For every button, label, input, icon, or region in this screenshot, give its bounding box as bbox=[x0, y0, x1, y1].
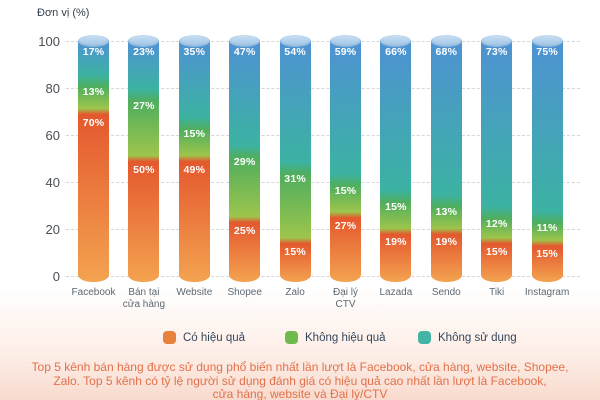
segment-value-label: 75% bbox=[536, 46, 558, 58]
segment-value-label: 50% bbox=[133, 163, 155, 176]
cylinder-top-ellipse bbox=[531, 35, 563, 47]
segment-value-label: 54% bbox=[284, 46, 306, 58]
category-label-9: Instagram bbox=[524, 287, 570, 298]
category-label-4: Zalo bbox=[285, 287, 305, 298]
segment-value-label: 15% bbox=[485, 245, 508, 258]
gridline-0 bbox=[66, 276, 580, 277]
segment-value-label: 17% bbox=[82, 46, 105, 58]
y-tick-label-100: 100 bbox=[38, 34, 60, 49]
bar-body bbox=[430, 41, 462, 282]
cylinder-top-ellipse bbox=[380, 35, 412, 47]
y-axis-unit-label: Đơn vị (%) bbox=[37, 7, 90, 19]
y-tick-label-80: 80 bbox=[45, 81, 60, 96]
gridline-80 bbox=[66, 88, 580, 89]
category-label-5: Đại lý CTV bbox=[332, 287, 358, 310]
gridline-60 bbox=[66, 135, 580, 136]
y-tick-label-40: 40 bbox=[45, 175, 60, 190]
segment-value-label: 13% bbox=[435, 205, 458, 218]
segment-value-label: 59% bbox=[334, 46, 357, 58]
category-label-3: Shopee bbox=[227, 287, 262, 298]
cylinder-top-ellipse bbox=[279, 35, 311, 47]
segment-value-label: 19% bbox=[435, 236, 458, 249]
legend-swatch-orange bbox=[163, 331, 176, 344]
segment-value-label: 15% bbox=[284, 245, 306, 258]
caption-line: cửa hàng, website và Đại lý/CTV bbox=[212, 387, 388, 400]
cylinder-top-ellipse bbox=[430, 35, 462, 47]
legend-item-khong-su-dung: Không sử dụng bbox=[418, 331, 517, 344]
bar-body bbox=[380, 41, 412, 282]
segment-value-label: 15% bbox=[183, 128, 206, 141]
legend-label: Không hiệu quả bbox=[305, 331, 386, 344]
category-label-1: Bán tại cửa hàng bbox=[122, 287, 166, 310]
bar-body bbox=[178, 41, 210, 282]
legend-swatch-green bbox=[285, 331, 298, 344]
bar-body bbox=[481, 41, 513, 282]
y-tick-label-60: 60 bbox=[45, 128, 60, 143]
legend-label: Có hiệu quả bbox=[183, 331, 246, 344]
cylinder-top-ellipse bbox=[128, 35, 160, 47]
segment-value-label: 19% bbox=[385, 236, 407, 249]
gridline-40 bbox=[66, 182, 580, 183]
segment-value-label: 27% bbox=[133, 100, 155, 113]
cylinder-top-ellipse bbox=[481, 35, 513, 47]
segment-value-label: 66% bbox=[385, 46, 407, 58]
segment-value-label: 73% bbox=[485, 46, 508, 58]
segment-value-label: 47% bbox=[233, 46, 256, 58]
cylinder-top-ellipse bbox=[78, 35, 109, 47]
segment-value-label: 27% bbox=[334, 219, 357, 232]
segment-value-label: 49% bbox=[183, 163, 206, 176]
gridline-20 bbox=[66, 229, 580, 230]
segment-value-label: 11% bbox=[536, 222, 558, 235]
y-tick-label-0: 0 bbox=[52, 269, 60, 284]
segment-value-label: 68% bbox=[435, 46, 458, 58]
category-label-6: Lazada bbox=[379, 287, 413, 298]
cylinder-top-ellipse bbox=[178, 35, 210, 47]
segment-value-label: 13% bbox=[82, 85, 105, 98]
legend-item-co-hieu-qua: Có hiệu quả bbox=[163, 331, 245, 344]
segment-value-label: 15% bbox=[334, 184, 357, 197]
legend-item-khong-hieu-qua: Không hiệu quả bbox=[285, 331, 386, 344]
segment-value-label: 15% bbox=[385, 201, 407, 214]
chart-caption: Top 5 kênh bán hàng được sử dụng phổ biế… bbox=[0, 360, 600, 400]
bar-body bbox=[330, 41, 361, 282]
segment-value-label: 31% bbox=[284, 172, 306, 185]
y-tick-label-20: 20 bbox=[45, 222, 60, 237]
category-label-0: Facebook bbox=[71, 287, 116, 298]
bar-body bbox=[229, 41, 261, 282]
segment-value-label: 35% bbox=[183, 46, 206, 58]
gridline-100 bbox=[66, 41, 580, 42]
bar-body bbox=[531, 41, 563, 282]
category-label-2: Website bbox=[176, 287, 213, 298]
segment-value-label: 15% bbox=[536, 248, 558, 261]
legend-label: Không sử dụng bbox=[438, 331, 517, 344]
segment-value-label: 70% bbox=[82, 116, 105, 129]
segment-value-label: 29% bbox=[233, 156, 256, 169]
caption-line: Top 5 kênh bán hàng được sử dụng phổ biế… bbox=[31, 360, 569, 374]
bar-body bbox=[128, 41, 160, 282]
category-label-8: Tiki bbox=[489, 287, 505, 298]
cylinder-top-ellipse bbox=[330, 35, 361, 47]
legend-swatch-teal bbox=[418, 331, 431, 344]
category-label-7: Sendo bbox=[431, 287, 461, 298]
segment-value-label: 25% bbox=[233, 224, 256, 237]
bar-body bbox=[78, 41, 109, 282]
caption-line: Zalo. Top 5 kênh có tỷ lệ người sử dụng … bbox=[53, 373, 547, 388]
cylinder-top-ellipse bbox=[229, 35, 261, 47]
segment-value-label: 23% bbox=[133, 46, 155, 58]
bar-body bbox=[279, 41, 311, 282]
segment-value-label: 12% bbox=[485, 217, 508, 230]
